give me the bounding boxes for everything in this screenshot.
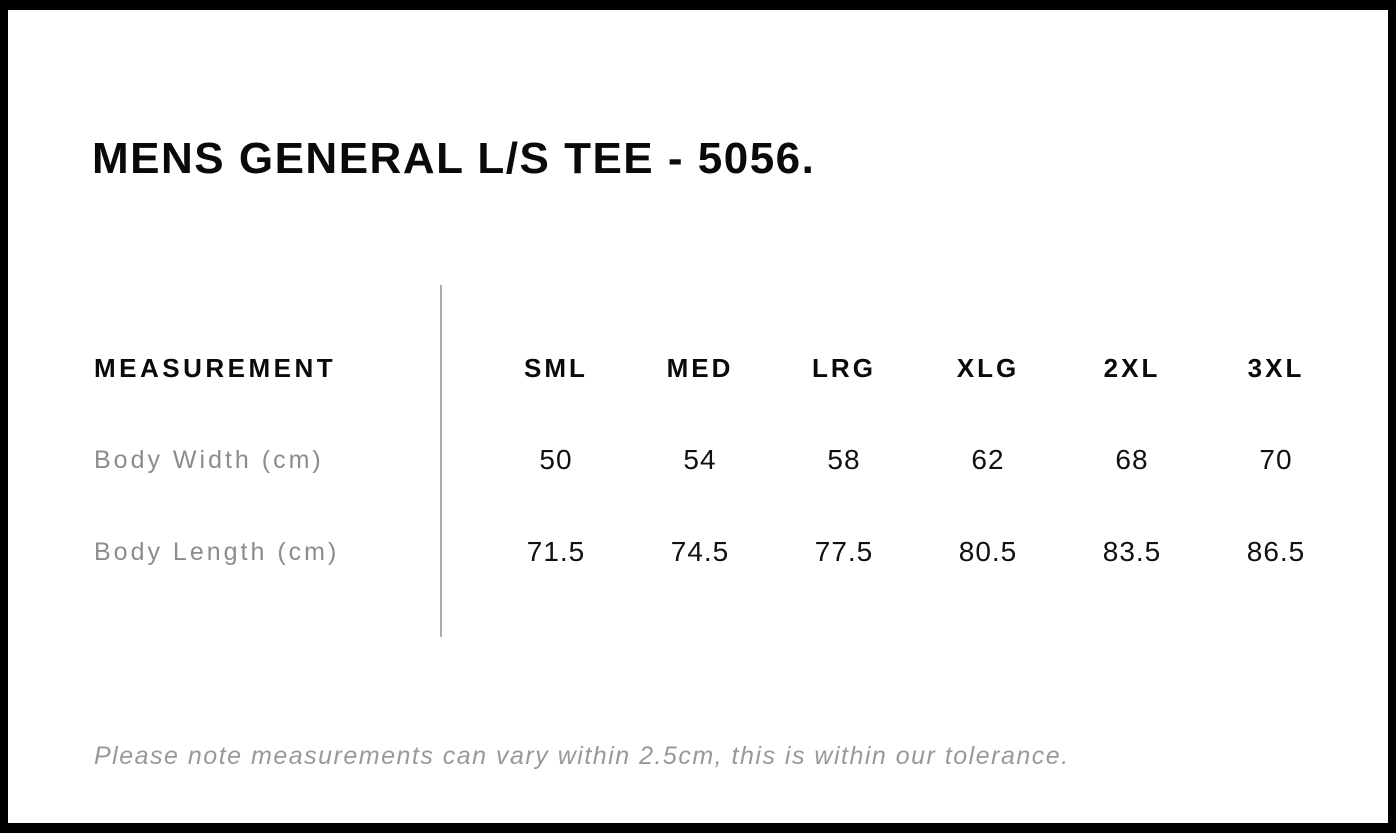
value-body-width-xlg: 62	[971, 444, 1005, 475]
column-header-3xl: 3XL	[1247, 352, 1305, 383]
column-header-lrg: LRG	[812, 352, 876, 383]
value-body-width-3xl: 70	[1259, 444, 1293, 475]
column-header-xlg: XLG	[956, 352, 1020, 383]
value-body-length-3xl: 86.5	[1246, 536, 1306, 567]
value-body-width-med: 54	[683, 444, 717, 475]
row-label-body-length: Body Length (cm)	[94, 537, 340, 566]
value-body-length-2xl: 83.5	[1102, 536, 1162, 567]
page-title: MENS GENERAL L/S TEE - 5056.	[92, 134, 816, 184]
vertical-divider	[440, 285, 442, 637]
row-label-body-width: Body Width (cm)	[94, 445, 324, 474]
column-header-measurement: MEASUREMENT	[94, 352, 337, 383]
value-body-width-lrg: 58	[827, 444, 861, 475]
value-body-length-med: 74.5	[670, 536, 730, 567]
tolerance-note: Please note measurements can vary within…	[94, 742, 1070, 770]
column-header-sml: SML	[524, 352, 588, 383]
column-header-med: MED	[666, 352, 734, 383]
value-body-length-lrg: 77.5	[814, 536, 874, 567]
size-table: MEASUREMENT SML MED LRG XLG 2XL 3XL Body…	[94, 322, 1348, 598]
value-body-width-2xl: 68	[1115, 444, 1149, 475]
value-body-length-sml: 71.5	[526, 536, 586, 567]
column-header-2xl: 2XL	[1103, 352, 1161, 383]
value-body-length-xlg: 80.5	[958, 536, 1018, 567]
value-body-width-sml: 50	[539, 444, 573, 475]
